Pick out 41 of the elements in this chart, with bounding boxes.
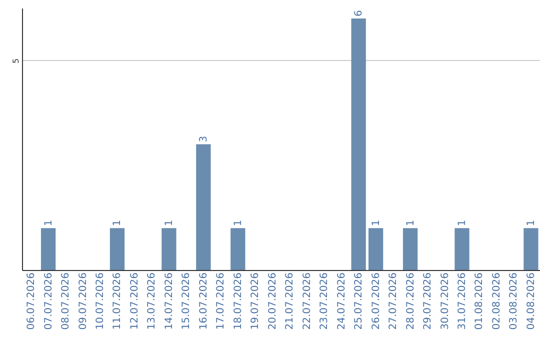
data-label: 6 [354,10,365,16]
data-label: 1 [370,220,382,226]
x-tick-label: 12.07.2026 [129,272,140,330]
x-tick-label: 22.07.2026 [302,272,313,330]
x-tick-label: 31.07.2026 [457,272,468,330]
x-tick-label: 10.07.2026 [95,272,106,330]
x-tick-label: 01.08.2026 [474,272,486,330]
y-tick-label: 5 [12,58,20,64]
x-tick-label: 20.07.2026 [267,272,278,330]
x-tick-label: 14.07.2026 [164,272,175,330]
x-tick-label: 26.07.2026 [370,272,382,330]
x-tick-label: 27.07.2026 [388,272,400,330]
data-label: 1 [526,220,537,226]
x-tick-label: 28.07.2026 [405,272,416,330]
x-tick-label: 23.07.2026 [319,272,330,330]
x-tick-label: 29.07.2026 [422,272,434,330]
x-tick-label: 21.07.2026 [284,272,296,330]
data-label: 1 [112,220,124,226]
x-tick-label: 24.07.2026 [336,272,348,330]
x-tick-label: 18.07.2026 [232,272,244,330]
x-tick-label: 04.08.2026 [526,272,537,330]
x-tick-label: 07.07.2026 [43,272,54,330]
data-label: 1 [164,220,175,226]
x-tick-label: 08.07.2026 [60,272,72,330]
data-label: 1 [43,220,54,226]
data-label: 1 [405,220,416,226]
x-tick-label: 06.07.2026 [26,272,38,330]
x-tick-label: 15.07.2026 [181,272,192,330]
x-tick-label: 09.07.2026 [78,272,89,330]
x-tick-label: 11.07.2026 [112,272,124,330]
x-tick-label: 02.08.2026 [491,272,502,330]
data-label: 3 [198,136,210,142]
x-tick-label: 30.07.2026 [440,272,451,330]
data-label: 1 [232,220,244,226]
x-tick-label: 16.07.2026 [198,272,210,330]
x-tick-label: 19.07.2026 [250,272,262,330]
x-tick-label: 25.07.2026 [354,272,365,330]
x-tick-label: 17.07.2026 [216,272,227,330]
x-tick-label: 03.08.2026 [508,272,520,330]
data-label: 1 [457,220,468,226]
x-tick-label: 13.07.2026 [146,272,158,330]
